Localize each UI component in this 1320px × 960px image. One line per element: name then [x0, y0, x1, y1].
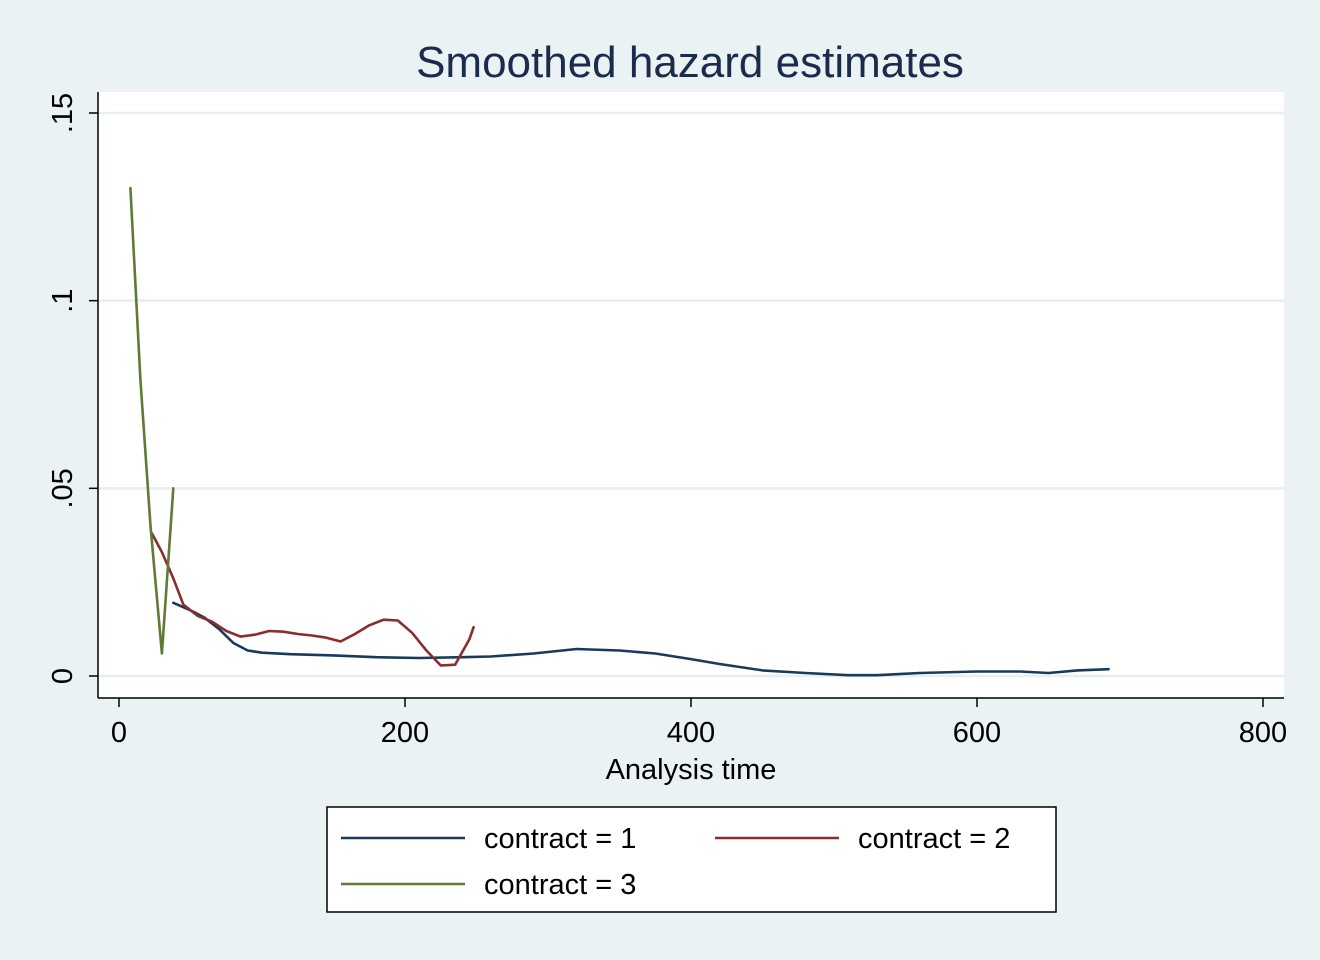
- y-tick-labels: 0 .05 .1 .15: [47, 93, 79, 684]
- legend-label-2: contract = 2: [858, 823, 1010, 855]
- chart-title: Smoothed hazard estimates: [416, 38, 964, 87]
- series-line-contract-1: [172, 601, 1110, 677]
- y-tick-label-2: .1: [47, 289, 79, 313]
- series-lines: [129, 186, 1110, 677]
- x-tick-labels: 0 200 400 600 800: [111, 717, 1287, 749]
- x-tick-label-1: 200: [381, 717, 429, 749]
- y-tick-label-3: .15: [47, 93, 79, 133]
- grid-lines: [98, 111, 1284, 678]
- legend-label-3: contract = 3: [484, 869, 636, 901]
- x-tick-label-4: 800: [1239, 717, 1287, 749]
- x-tick-label-0: 0: [111, 717, 127, 749]
- series-line-contract-3: [129, 186, 175, 655]
- legend-box: [326, 806, 1057, 913]
- plot-area: [98, 92, 1284, 698]
- x-tick-label-2: 400: [667, 717, 715, 749]
- x-tick-label-3: 600: [953, 717, 1001, 749]
- x-axis-title: Analysis time: [606, 754, 777, 786]
- legend-label-1: contract = 1: [484, 823, 636, 855]
- series-line-contract-2: [150, 532, 475, 667]
- y-tick-label-1: .05: [47, 468, 79, 508]
- legend: contract = 1 contract = 2 contract = 3: [326, 806, 1057, 913]
- y-tick-label-0: 0: [47, 668, 79, 684]
- axes: [89, 92, 1284, 707]
